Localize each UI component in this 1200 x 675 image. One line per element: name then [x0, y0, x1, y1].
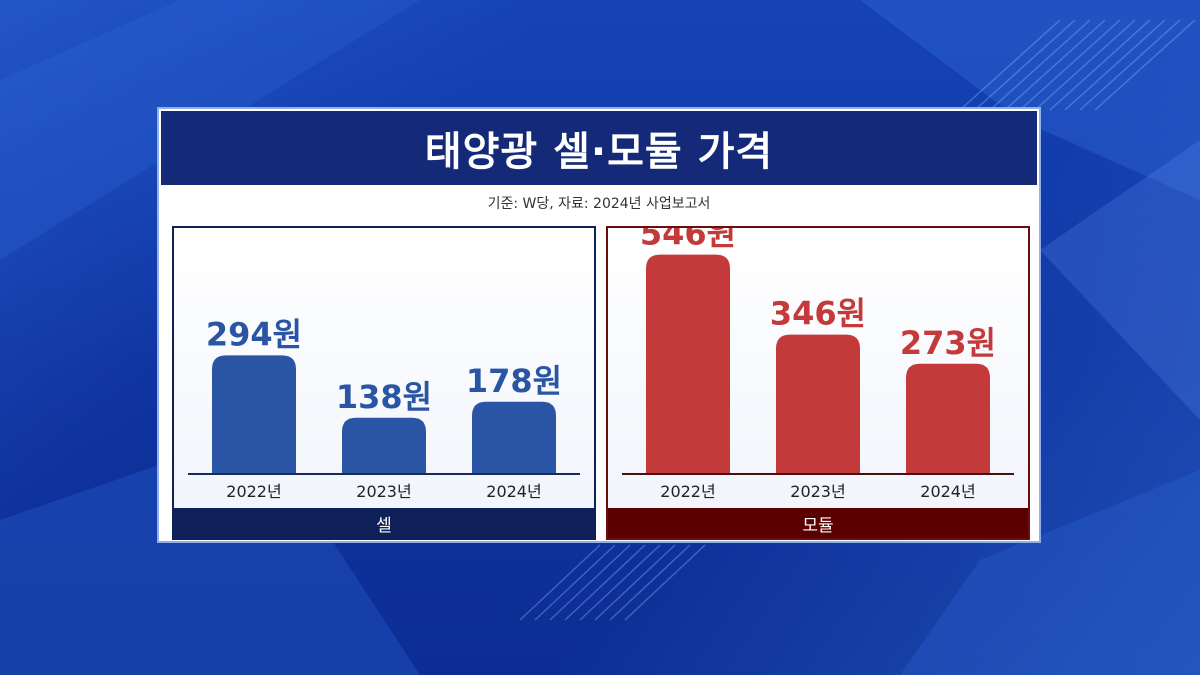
module-bar-0 [646, 254, 730, 473]
source-note: 기준: W당, 자료: 2024년 사업보고서 [487, 196, 711, 212]
cell-price-panel: 294원 2022년 138원 2023년 178원 2024년 셀 [172, 226, 596, 540]
module-data-label-0: 546원 [640, 228, 736, 253]
module-category-label-2: 2024년 [920, 482, 975, 501]
cell-data-label-0: 294원 [206, 315, 302, 353]
cell-category-label-0: 2022년 [226, 482, 281, 501]
cell-bar-1 [342, 417, 426, 473]
module-bar-2 [906, 363, 990, 473]
module-category-label-1: 2023년 [790, 482, 845, 501]
module-data-label-2: 273원 [900, 324, 996, 362]
module-price-chart: 546원 2022년 346원 2023년 273원 2024년 [622, 228, 1014, 501]
module-panel-label: 모듈 [608, 508, 1028, 538]
cell-category-label-1: 2023년 [356, 482, 411, 501]
chart-title: 태양광 셀·모듈 가격 [161, 111, 1037, 185]
chart-card: 태양광 셀·모듈 가격 기준: W당, 자료: 2024년 사업보고서 294원… [157, 107, 1041, 543]
module-data-label-1: 346원 [770, 295, 866, 333]
cell-price-chart: 294원 2022년 138원 2023년 178원 2024년 [188, 315, 580, 501]
cell-bar-2 [472, 401, 556, 473]
module-category-label-0: 2022년 [660, 482, 715, 501]
cell-bar-0 [212, 355, 296, 473]
module-price-panel: 546원 2022년 346원 2023년 273원 2024년 모듈 [606, 226, 1030, 540]
cell-category-label-2: 2024년 [486, 482, 541, 501]
cell-data-label-1: 138원 [336, 378, 432, 416]
cell-panel-label: 셀 [174, 508, 594, 538]
module-bar-1 [776, 334, 860, 473]
cell-data-label-2: 178원 [466, 362, 562, 400]
